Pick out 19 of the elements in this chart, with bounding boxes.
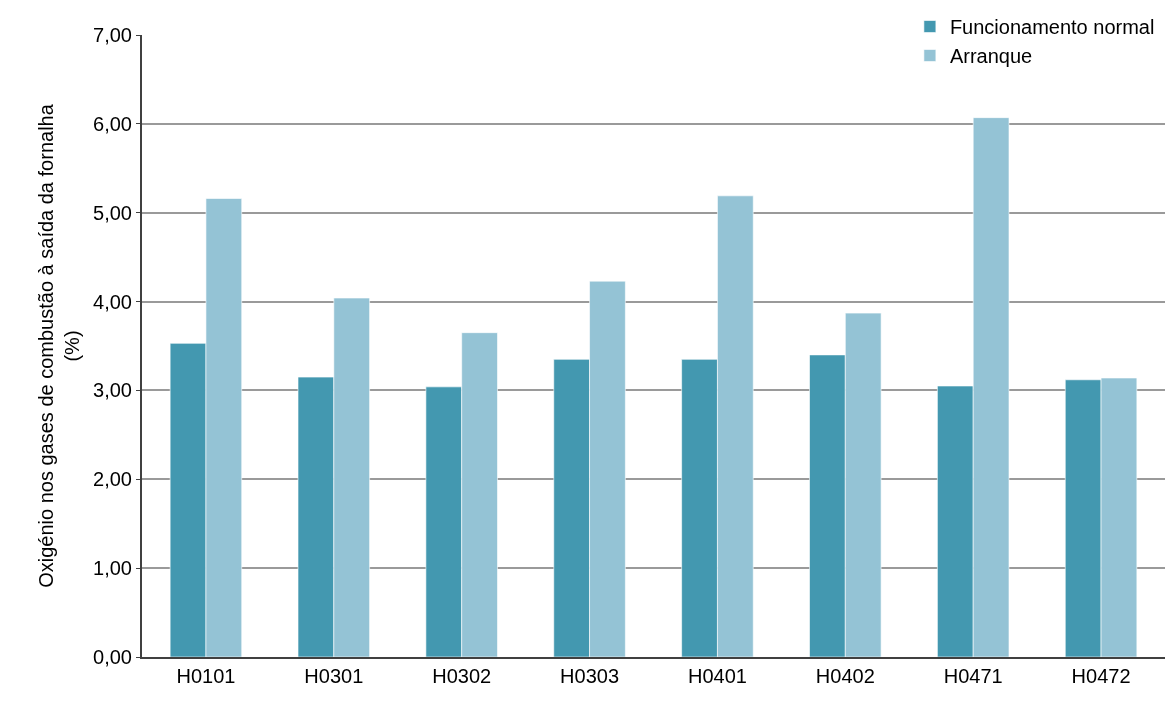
x-tick-label: H0472 [1071, 665, 1131, 687]
legend-label: Funcionamento normal [949, 16, 1155, 39]
y-tick-label: 5,00 [93, 201, 132, 224]
x-tick-label: H0303 [560, 665, 620, 687]
y-axis-title: Oxigénio nos gases de combustão à saída da fornalha (%) [35, 103, 84, 588]
x-tick-label: H0302 [432, 665, 492, 687]
legend-label: Arranque [949, 45, 1033, 68]
y-tick-label: 3,00 [93, 379, 132, 402]
y-tick-label: 0,00 [93, 646, 132, 668]
x-tick-label: H0401 [687, 665, 747, 687]
x-tick-label: H0101 [176, 665, 236, 687]
y-tick-label: 2,00 [93, 468, 132, 491]
y-tick-label: 4,00 [93, 290, 132, 313]
y-tick-label: 6,00 [93, 112, 132, 135]
y-tick-label: 7,00 [93, 24, 132, 46]
x-tick-label: H0301 [304, 665, 364, 687]
x-tick-label: H0402 [815, 665, 875, 687]
x-tick-label: H0471 [943, 665, 1003, 687]
y-tick-label: 1,00 [93, 557, 132, 580]
